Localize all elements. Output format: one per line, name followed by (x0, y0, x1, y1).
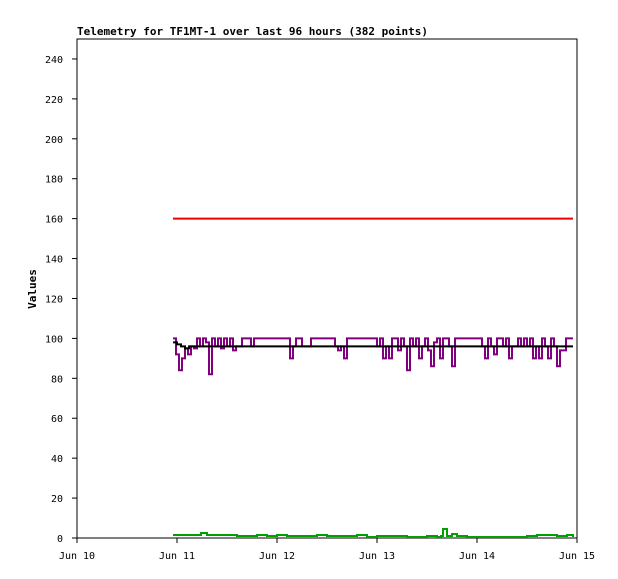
y-tick-label: 60 (51, 414, 63, 425)
x-tick-label: Jun 15 (559, 551, 595, 562)
series-group (173, 217, 574, 538)
x-tick-label: Jun 12 (259, 551, 295, 562)
series-line-4 (173, 528, 574, 538)
y-tick-label: 100 (45, 334, 63, 345)
y-tick-label: 20 (51, 494, 63, 505)
y-tick-label: 160 (45, 215, 63, 226)
y-tick-label: 40 (51, 454, 63, 465)
series-line-3 (173, 341, 573, 350)
y-tick-label: 0 (57, 534, 63, 545)
y-tick-label: 180 (45, 175, 63, 186)
y-axis: 0 20 40 60 80 100 120 140 160 180 200 220 240 (45, 55, 77, 545)
plot-frame (76, 38, 578, 539)
x-tick-label: Jun 11 (159, 551, 195, 562)
y-tick-label: 80 (51, 374, 63, 385)
y-axis-label: Values (26, 269, 39, 309)
y-tick-label: 120 (45, 294, 63, 305)
x-tick-label: Jun 10 (59, 551, 95, 562)
y-tick-label: 140 (45, 255, 63, 266)
x-axis: Jun 10 Jun 11 Jun 12 Jun 13 Jun 14 Jun 15 (59, 538, 595, 562)
y-tick-label: 240 (45, 55, 63, 66)
x-tick-label: Jun 13 (359, 551, 395, 562)
y-tick-label: 200 (45, 135, 63, 146)
chart-title: Telemetry for TF1MT-1 over last 96 hours… (77, 25, 428, 38)
y-tick-label: 220 (45, 95, 63, 106)
x-tick-label: Jun 14 (459, 551, 495, 562)
series-line-2 (173, 337, 573, 376)
